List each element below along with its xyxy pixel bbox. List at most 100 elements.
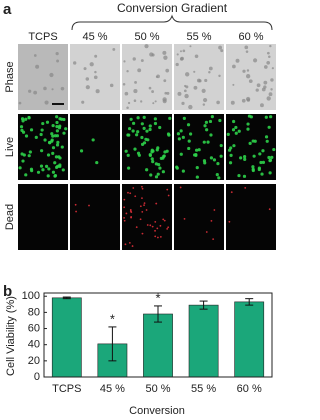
cell [154,221,157,223]
cell [185,85,189,89]
cell [46,174,50,178]
cell [94,70,97,74]
cell [153,117,157,121]
cell [265,139,269,143]
cell [152,102,155,105]
cell [215,173,219,177]
cell [50,132,54,136]
cell [55,120,59,125]
row-label: Phase [4,61,16,92]
cell [163,150,167,154]
cell [135,226,138,229]
y-tick-label: 80 [28,306,40,318]
cell [187,139,191,143]
cell [148,127,152,132]
cell [184,72,190,77]
bar [234,301,265,378]
cell [126,70,129,73]
cell [142,141,147,145]
cell [93,75,98,80]
cell [272,147,276,152]
cell [194,148,199,152]
cell [39,164,44,168]
error-bar [245,298,254,306]
cell [33,90,38,95]
cell [183,217,186,220]
cell [251,165,255,169]
cell [18,166,22,170]
cell [132,121,136,125]
cell [128,241,131,244]
cell [186,123,191,127]
cell [30,169,34,173]
cell [64,127,68,131]
cell [83,67,87,71]
cell [231,128,236,132]
cell [145,209,148,211]
cell [47,140,52,145]
cell [234,131,238,135]
y-axis-label: Cell Viability (%) [5,296,17,376]
cell [226,132,230,136]
cell [151,225,154,228]
cell [51,134,55,138]
cell [179,57,184,61]
cell [175,62,179,67]
cell [154,235,157,238]
cell [237,129,241,133]
cell [127,126,132,131]
cell [24,173,28,177]
cell [246,127,250,131]
cell [57,155,61,159]
y-tick-label: 20 [28,355,40,367]
cell [18,101,22,105]
cell [246,122,250,126]
cell [148,152,152,157]
cell [195,166,199,170]
cell [55,165,59,169]
error-bar [199,300,208,310]
cell [270,88,273,91]
cell [55,52,59,56]
cell [189,45,192,48]
cell [154,100,157,103]
cell [95,160,99,165]
cell [194,54,199,59]
cell [197,148,201,152]
cell [62,131,66,135]
cell [136,116,140,120]
cell [131,129,135,133]
cell [55,129,59,133]
cell [181,169,185,173]
cell [28,150,32,154]
cell [261,149,265,153]
cell [141,232,144,235]
cell [232,64,236,69]
cell [246,74,251,79]
micrograph [174,114,224,180]
cell [73,61,77,65]
cell [179,129,183,133]
cell [210,114,214,119]
cell [43,138,47,142]
cell [126,153,130,157]
row-label: Dead [4,204,16,230]
cell [142,115,146,120]
cell [44,164,49,168]
cell [204,120,208,124]
cell [144,137,148,141]
column-header: 55 % [186,31,211,43]
cell [127,191,129,194]
cell [248,79,253,84]
cell [204,78,208,83]
cell [33,54,37,57]
cell [176,132,181,136]
cell [243,154,247,159]
cell [261,87,266,92]
cell [213,209,216,211]
cell [143,202,146,204]
cell [56,140,60,144]
cell [159,235,162,238]
cell [228,161,233,165]
